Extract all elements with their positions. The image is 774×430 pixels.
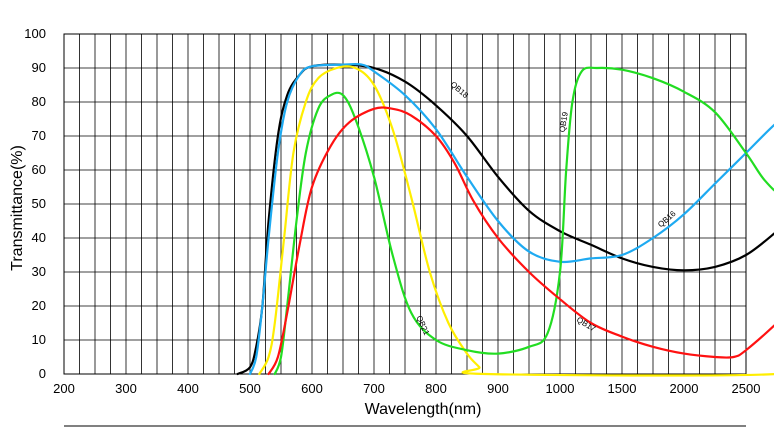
series-line-qb19 bbox=[273, 66, 774, 376]
x-tick-label: 1500 bbox=[608, 381, 637, 396]
y-tick-label: 60 bbox=[32, 162, 46, 177]
series-line-qb18 bbox=[236, 63, 774, 376]
y-tick-label: 0 bbox=[39, 366, 46, 381]
series-line-qb21 bbox=[258, 65, 774, 377]
series-label-qb16: QB16 bbox=[656, 209, 678, 230]
x-tick-label: 700 bbox=[363, 381, 385, 396]
x-tick-label: 400 bbox=[177, 381, 199, 396]
x-tick-labels: 200 300 400 500 600 700 800 900 1000 1500 2000 2500 bbox=[53, 381, 760, 396]
y-tick-label: 20 bbox=[32, 298, 46, 313]
y-tick-label: 30 bbox=[32, 264, 46, 279]
x-tick-label: 600 bbox=[301, 381, 323, 396]
grid-lines bbox=[63, 33, 747, 375]
plot-border bbox=[63, 33, 747, 375]
y-tick-label: 100 bbox=[24, 26, 46, 41]
x-axis-title: Wavelength(nm) bbox=[365, 401, 482, 418]
x-tick-label: 800 bbox=[425, 381, 447, 396]
y-tick-label: 50 bbox=[32, 196, 46, 211]
series-label-qb21: QB21 bbox=[414, 314, 431, 337]
series-line-qb16 bbox=[248, 62, 774, 376]
y-tick-label: 70 bbox=[32, 128, 46, 143]
x-tick-label: 2000 bbox=[670, 381, 699, 396]
x-tick-label: 1000 bbox=[546, 381, 575, 396]
x-tick-label: 500 bbox=[239, 381, 261, 396]
y-tick-label: 40 bbox=[32, 230, 46, 245]
plot-frame bbox=[63, 33, 747, 375]
y-tick-label: 10 bbox=[32, 332, 46, 347]
series-layer bbox=[236, 62, 774, 377]
series-line-qb17 bbox=[267, 106, 774, 376]
x-tick-label: 300 bbox=[115, 381, 137, 396]
y-tick-labels: 0 10 20 30 40 50 60 70 80 90 100 bbox=[24, 26, 46, 381]
y-tick-label: 80 bbox=[32, 94, 46, 109]
x-tick-label: 200 bbox=[53, 381, 75, 396]
x-tick-label: 900 bbox=[487, 381, 509, 396]
y-axis-title: Transmittance(%) bbox=[9, 145, 26, 271]
series-label-qb19: QB19 bbox=[558, 111, 570, 133]
x-tick-label: 2500 bbox=[732, 381, 761, 396]
series-label-qb17: QB17 bbox=[575, 315, 598, 334]
y-tick-label: 90 bbox=[32, 60, 46, 75]
